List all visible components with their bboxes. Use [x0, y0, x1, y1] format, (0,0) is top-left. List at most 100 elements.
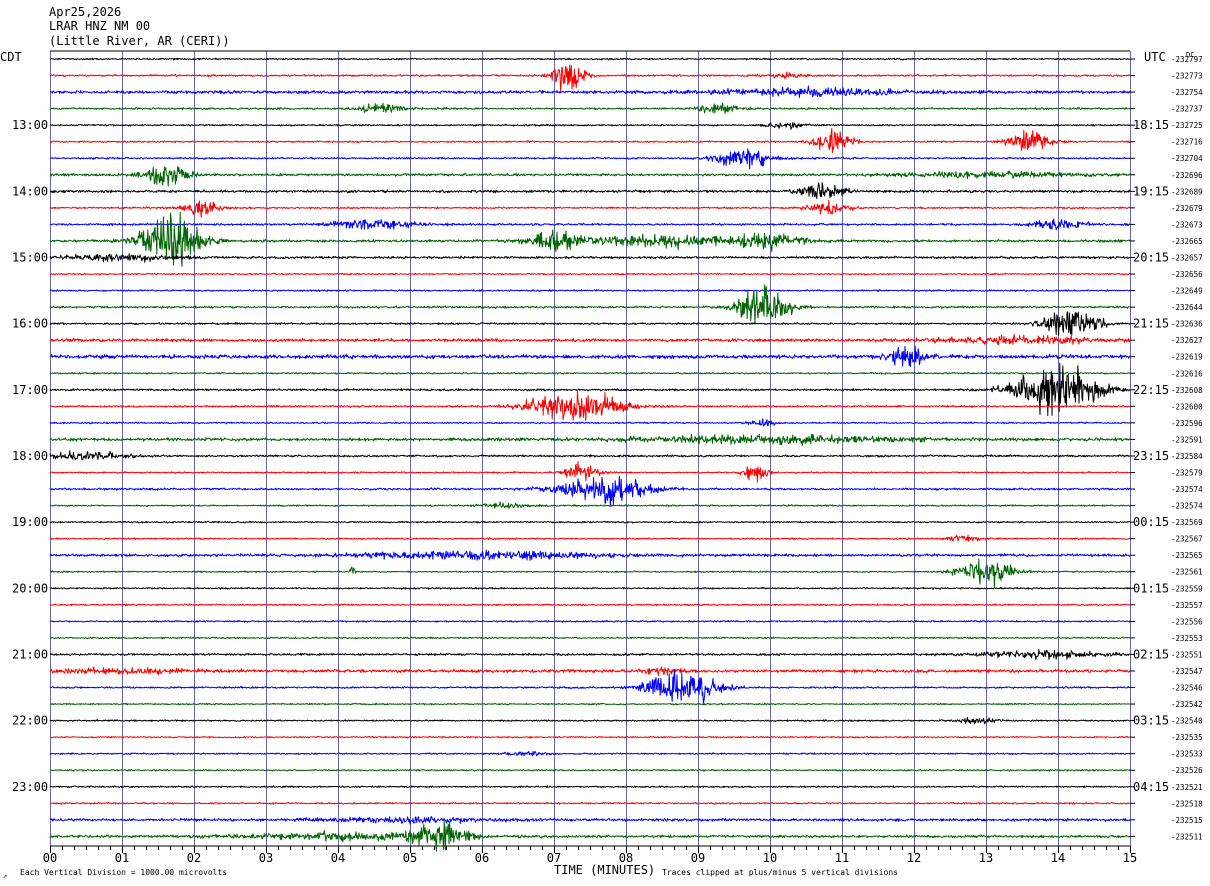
- x-tick-label: 09: [691, 851, 705, 865]
- seismic-trace: [49, 549, 1131, 561]
- right-hour-label: 01:15: [1133, 581, 1169, 595]
- x-tick-label: 01: [115, 851, 129, 865]
- seismic-trace: [49, 371, 1131, 375]
- seismic-trace: [49, 785, 1131, 789]
- seismic-trace: [49, 750, 1131, 757]
- plot-date: Apr25,2026: [49, 5, 121, 19]
- right-hour-label: 02:15: [1133, 647, 1169, 661]
- left-hour-label: 20:00: [12, 581, 48, 595]
- seismic-trace: [49, 636, 1131, 640]
- right-hour-label: 21:15: [1133, 317, 1169, 331]
- dc-offset-label: -232596: [1171, 419, 1203, 428]
- dc-offset-label: -232547: [1171, 667, 1203, 676]
- seismic-trace: [49, 333, 1131, 346]
- x-tick-label: 11: [835, 851, 849, 865]
- dc-offset-label: -232526: [1171, 766, 1203, 775]
- left-hour-label: 14:00: [12, 184, 48, 198]
- dc-offset-label: -232665: [1171, 237, 1203, 246]
- scale-note: Each Vertical Division = 1000.00 microvo…: [20, 868, 227, 877]
- x-tick-label: 14: [1051, 851, 1065, 865]
- seismic-trace: [49, 211, 1131, 267]
- seismic-trace: [49, 702, 1131, 706]
- left-hour-label: 21:00: [12, 647, 48, 661]
- dc-offset-label: -232518: [1171, 799, 1203, 808]
- dc-offset-label: -232704: [1171, 154, 1203, 163]
- dc-offset-label: -232535: [1171, 733, 1203, 742]
- seismic-trace: [49, 534, 1131, 542]
- x-tick-label: 07: [547, 851, 561, 865]
- left-hour-label: 19:00: [12, 515, 48, 529]
- dc-offset-label: -232567: [1171, 535, 1203, 544]
- corner-mark: ↗: [3, 872, 7, 880]
- seismic-trace: [49, 816, 1131, 825]
- right-hour-label: 23:15: [1133, 449, 1169, 463]
- seismic-trace: [49, 218, 1131, 231]
- seismic-trace: [49, 716, 1131, 725]
- seismic-trace: [49, 289, 1131, 293]
- seismic-trace: [49, 391, 1131, 421]
- dc-offset-label: -232574: [1171, 502, 1203, 511]
- seismic-trace: [49, 669, 1131, 704]
- dc-offset-label: -232591: [1171, 435, 1203, 444]
- x-tick-label: 00: [43, 851, 57, 865]
- dc-offset-label: -232619: [1171, 353, 1203, 362]
- seismic-trace: [49, 253, 1131, 263]
- dc-offset-label: -232673: [1171, 220, 1203, 229]
- dc-header: DC: [1186, 51, 1194, 59]
- seismic-trace: [49, 127, 1131, 154]
- seismic-trace: [49, 418, 1131, 427]
- dc-offset-label: -232657: [1171, 253, 1203, 262]
- dc-offset-label: -232584: [1171, 452, 1203, 461]
- dc-offset-label: -232608: [1171, 386, 1203, 395]
- seismic-trace: [49, 433, 1131, 446]
- dc-offset-label: -232556: [1171, 617, 1203, 626]
- seismic-trace: [49, 603, 1131, 607]
- left-hour-label: 18:00: [12, 449, 48, 463]
- seismic-trace: [49, 102, 1131, 115]
- right-hour-label: 03:15: [1133, 714, 1169, 728]
- left-hour-label: 22:00: [12, 714, 48, 728]
- seismic-trace: [49, 345, 1131, 368]
- dc-offset-label: -232515: [1171, 816, 1203, 825]
- seismic-trace: [49, 649, 1131, 661]
- seismic-trace: [49, 311, 1131, 337]
- station-id: LRAR HNZ NM 00: [49, 19, 150, 33]
- dc-offset-label: -232716: [1171, 138, 1203, 147]
- seismic-trace: [49, 165, 1131, 187]
- dc-offset-label: -232574: [1171, 485, 1203, 494]
- right-hour-label: 18:15: [1133, 118, 1169, 132]
- dc-offset-label: -232542: [1171, 700, 1203, 709]
- dc-offset-label: -232656: [1171, 270, 1203, 279]
- dc-offset-label: -232561: [1171, 568, 1203, 577]
- label-group: Apr25,2026 LRAR HNZ NM 00 (Little River,…: [0, 5, 1203, 880]
- station-location: (Little River, AR (CERI)): [49, 34, 230, 48]
- left-hour-label: 23:00: [12, 780, 48, 794]
- dc-offset-label: -232557: [1171, 601, 1203, 610]
- x-tick-label: 13: [979, 851, 993, 865]
- right-hour-label: 00:15: [1133, 515, 1169, 529]
- dc-offset-label: -232546: [1171, 684, 1203, 693]
- dc-offset-label: -232627: [1171, 336, 1203, 345]
- seismic-trace: [49, 64, 1131, 92]
- x-tick-label: 02: [187, 851, 201, 865]
- seismic-trace: [49, 284, 1131, 324]
- dc-offset-label: -232797: [1171, 55, 1203, 64]
- trace-group: [49, 57, 1131, 852]
- dc-offset-label: -232679: [1171, 204, 1203, 213]
- right-hour-label: 04:15: [1133, 780, 1169, 794]
- dc-offset-label: -232773: [1171, 72, 1203, 81]
- x-tick-label: 08: [619, 851, 633, 865]
- seismic-trace: [49, 735, 1131, 739]
- dc-offset-label: -232616: [1171, 369, 1203, 378]
- seismic-trace: [49, 272, 1131, 276]
- seismic-trace: [49, 768, 1131, 772]
- minute-grid: [50, 50, 1135, 853]
- seismic-trace: [49, 122, 1131, 130]
- seismic-trace: [49, 199, 1131, 218]
- seismic-trace: [49, 85, 1131, 98]
- seismic-trace: [49, 461, 1131, 483]
- seismic-trace: [49, 801, 1131, 805]
- dc-offset-label: -232737: [1171, 105, 1203, 114]
- dc-offset-label: -232559: [1171, 584, 1203, 593]
